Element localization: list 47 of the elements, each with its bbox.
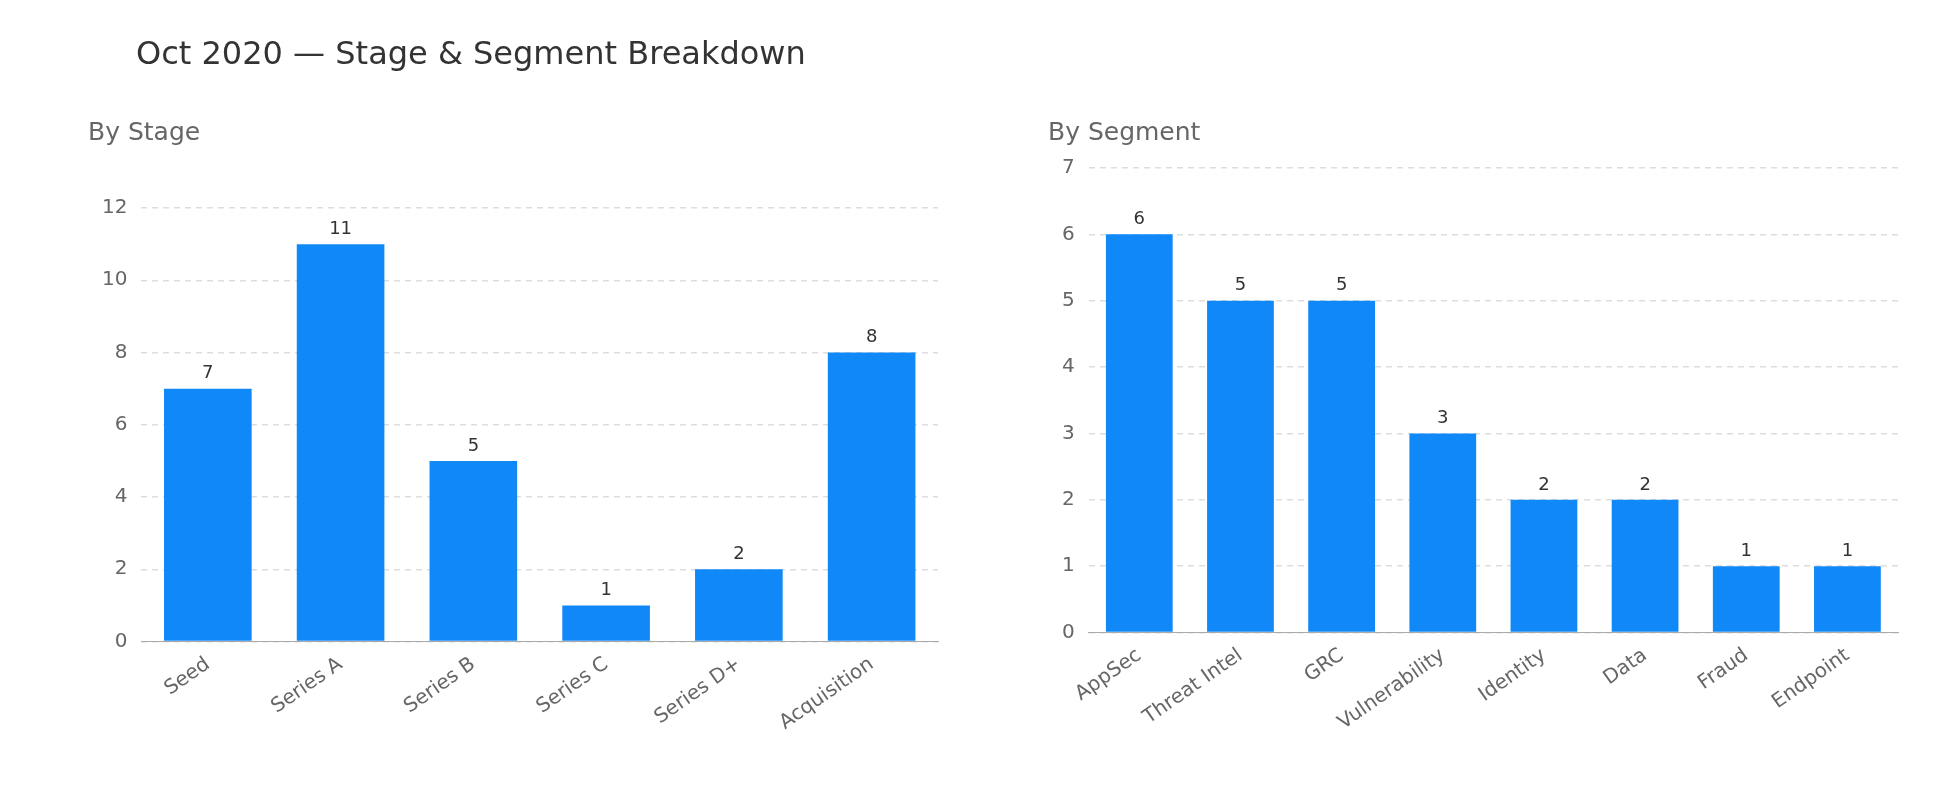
text: Oct 2020 — Stage & Segment Breakdown [136,34,806,72]
y-tick-label: 6 [1061,220,1075,245]
y-tick-label: 0 [114,627,128,652]
bar [1510,499,1578,632]
bar [429,460,518,641]
y-tick-label: 6 [114,410,128,435]
chart-title: By Stage [88,116,201,146]
y-tick-label: 2 [1061,486,1075,511]
bar [296,244,385,641]
data-label: 11 [329,216,353,238]
y-tick-label: 5 [1061,286,1075,311]
data-label: 2 [1639,472,1651,494]
data-label: 5 [1335,273,1348,295]
bar [1814,566,1881,632]
data-label: 2 [1538,472,1550,494]
data-label: 5 [1234,273,1247,295]
bar [1611,499,1679,632]
data-label: 3 [1437,406,1449,428]
y-tick-label: 12 [102,194,128,219]
data-label: 1 [1841,538,1854,560]
bar [1409,433,1477,632]
bar [1105,234,1173,632]
y-tick-label: 4 [1061,353,1075,378]
data-label: 1 [600,578,612,600]
bar [827,352,916,641]
y-tick-label: 10 [102,266,128,291]
bar [1308,300,1376,632]
y-tick-label: 4 [114,483,128,508]
bar [562,605,650,641]
y-tick-label: 8 [114,338,128,363]
data-label: 8 [865,325,878,347]
y-tick-label: 2 [114,555,128,580]
data-label: 6 [1133,207,1146,229]
bar [1207,300,1274,632]
y-tick-label: 0 [1061,618,1075,643]
y-tick-label: 3 [1061,419,1075,444]
y-tick-label: 1 [1061,552,1075,577]
chart-title: By Segment [1048,116,1201,146]
bar [164,388,252,641]
data-label: 7 [202,361,214,383]
data-label: 1 [1740,538,1752,560]
bar [695,569,783,641]
data-label: 5 [467,433,480,455]
x-tick-label: Data [1598,642,1651,690]
data-label: 2 [733,541,745,563]
y-tick-label: 7 [1061,154,1075,179]
bar [1712,566,1780,632]
